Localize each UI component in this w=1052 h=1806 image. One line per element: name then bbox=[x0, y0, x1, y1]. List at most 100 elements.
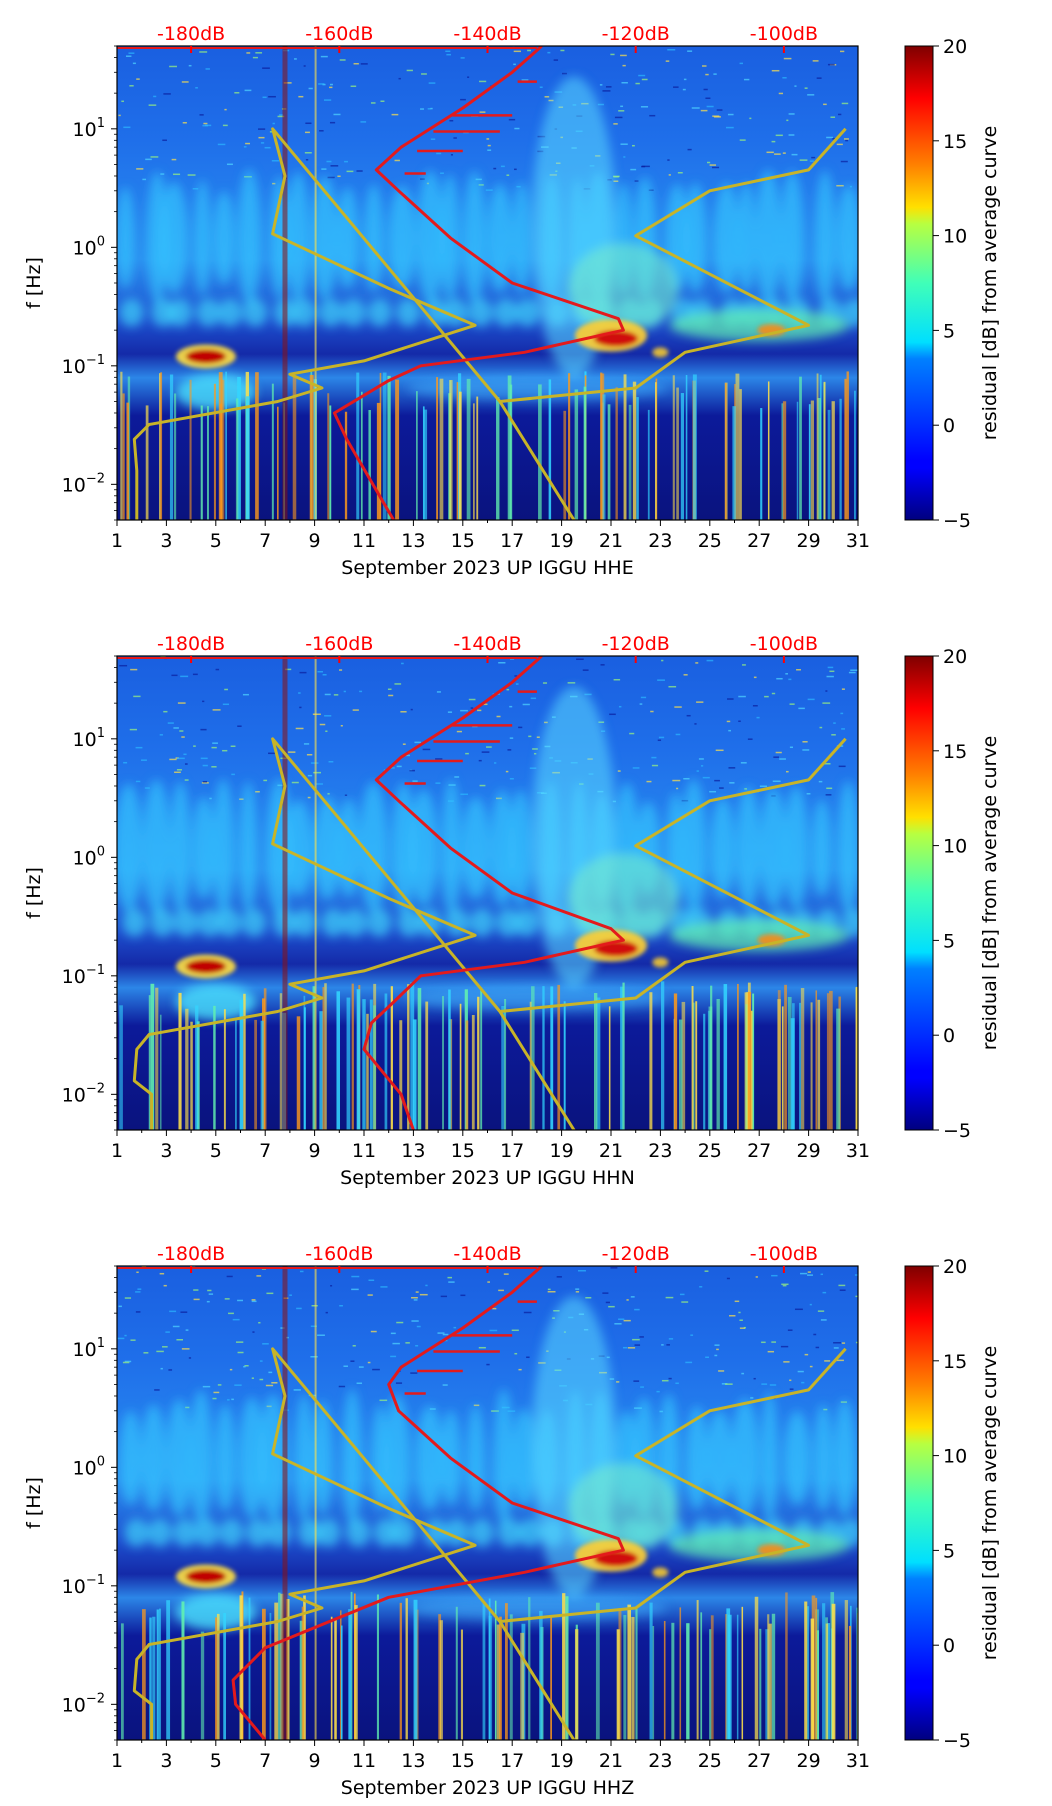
yellow-line bbox=[132, 127, 847, 520]
x-tick-label: 21 bbox=[599, 1750, 623, 1772]
colorbar-tick-label: 20 bbox=[943, 1256, 967, 1278]
x-tick-label: 15 bbox=[451, 530, 475, 552]
x-tick-label: 7 bbox=[259, 1140, 271, 1162]
db-tick-label: -180dB bbox=[157, 1243, 225, 1265]
x-tick-label: 15 bbox=[451, 1140, 475, 1162]
colorbar-tick-label: 5 bbox=[943, 320, 955, 342]
x-tick-label: 7 bbox=[259, 1750, 271, 1772]
y-tick-label: 10−1 bbox=[62, 1573, 105, 1598]
colorbar-tick-label: 0 bbox=[943, 1025, 955, 1047]
colorbar-label: residual [dB] from average curve bbox=[979, 126, 1001, 441]
x-tick-label: 1 bbox=[111, 1140, 123, 1162]
y-axis-label: f [Hz] bbox=[23, 1477, 45, 1529]
x-tick-label: 5 bbox=[210, 530, 222, 552]
yellow-line bbox=[132, 737, 847, 1130]
x-tick-label: 11 bbox=[352, 1140, 376, 1162]
x-tick-label: 13 bbox=[401, 1750, 425, 1772]
x-tick-label: 29 bbox=[797, 530, 821, 552]
x-tick-label: 19 bbox=[550, 530, 574, 552]
x-tick-label: 5 bbox=[210, 1750, 222, 1772]
x-tick-label: 19 bbox=[550, 1750, 574, 1772]
colorbar-tick-label: 5 bbox=[943, 1540, 955, 1562]
colorbar: 20 15 10 5 0 −5 residual [dB] from average cur… bbox=[904, 646, 1001, 1142]
y-tick-label: 10−2 bbox=[62, 1081, 105, 1106]
colorbar-tick-label: −5 bbox=[943, 1730, 971, 1752]
x-tick-label: 21 bbox=[599, 1140, 623, 1162]
y-tick-label: 100 bbox=[73, 844, 105, 869]
colorbar: 20 15 10 5 0 −5 residual [dB] from average cur… bbox=[904, 1256, 1001, 1752]
yellow-line bbox=[132, 1347, 847, 1740]
colorbar-label: residual [dB] from average curve bbox=[979, 1346, 1001, 1661]
y-tick-label: 100 bbox=[73, 234, 105, 259]
db-tick-label: -160dB bbox=[305, 633, 373, 655]
y-tick-label: 101 bbox=[73, 726, 105, 751]
x-tick-label: 7 bbox=[259, 530, 271, 552]
red-line bbox=[362, 656, 625, 1130]
colorbar-label: residual [dB] from average curve bbox=[979, 736, 1001, 1051]
db-tick-label: -160dB bbox=[305, 1243, 373, 1265]
x-axis-label: September 2023 UP IGGU HHE bbox=[341, 557, 633, 579]
colorbar-tick-label: 15 bbox=[943, 1351, 967, 1373]
colorbar-tick-label: 10 bbox=[943, 1446, 967, 1468]
y-tick-label: 101 bbox=[73, 1336, 105, 1361]
x-tick-label: 1 bbox=[111, 1750, 123, 1772]
colorbar: 20 15 10 5 0 −5 residual [dB] from average cur… bbox=[904, 36, 1001, 532]
db-tick-label: -120dB bbox=[602, 633, 670, 655]
x-tick-label: 27 bbox=[747, 1750, 771, 1772]
x-tick-label: 23 bbox=[648, 1140, 672, 1162]
x-tick-label: 23 bbox=[648, 1750, 672, 1772]
x-tick-label: 15 bbox=[451, 1750, 475, 1772]
x-tick-label: 3 bbox=[160, 1140, 172, 1162]
x-tick-label: 17 bbox=[500, 1750, 524, 1772]
colorbar-tick-label: −5 bbox=[943, 510, 971, 532]
db-tick-label: -140dB bbox=[453, 633, 521, 655]
y-axis-label: f [Hz] bbox=[23, 867, 45, 919]
x-tick-label: 25 bbox=[698, 1140, 722, 1162]
x-tick-label: 31 bbox=[846, 1750, 870, 1772]
colorbar-tick-label: 10 bbox=[943, 226, 967, 248]
x-tick-label: 9 bbox=[309, 530, 321, 552]
x-tick-label: 25 bbox=[698, 1750, 722, 1772]
colorbar-tick-label: 15 bbox=[943, 131, 967, 153]
db-tick-label: -180dB bbox=[157, 23, 225, 45]
x-axis-label: September 2023 UP IGGU HHZ bbox=[341, 1777, 634, 1799]
red-line bbox=[332, 46, 625, 520]
colorbar-tick-label: 20 bbox=[943, 36, 967, 58]
x-tick-label: 27 bbox=[747, 530, 771, 552]
red-line bbox=[231, 1266, 625, 1740]
db-tick-label: -140dB bbox=[453, 1243, 521, 1265]
colorbar-tick-label: 15 bbox=[943, 741, 967, 763]
x-tick-label: 29 bbox=[797, 1140, 821, 1162]
x-tick-label: 19 bbox=[550, 1140, 574, 1162]
y-axis-label: f [Hz] bbox=[23, 257, 45, 309]
db-tick-label: -180dB bbox=[157, 633, 225, 655]
x-tick-label: 11 bbox=[352, 1750, 376, 1772]
x-tick-label: 1 bbox=[111, 530, 123, 552]
db-tick-label: -100dB bbox=[750, 1243, 818, 1265]
x-tick-label: 25 bbox=[698, 530, 722, 552]
x-tick-label: 13 bbox=[401, 1140, 425, 1162]
x-tick-label: 9 bbox=[309, 1140, 321, 1162]
colorbar-tick-label: 5 bbox=[943, 930, 955, 952]
y-tick-label: 10−2 bbox=[62, 1691, 105, 1716]
y-tick-label: 10−1 bbox=[62, 963, 105, 988]
x-tick-label: 17 bbox=[500, 530, 524, 552]
y-tick-label: 10−1 bbox=[62, 353, 105, 378]
x-tick-label: 11 bbox=[352, 530, 376, 552]
colorbar-tick-label: 0 bbox=[943, 1635, 955, 1657]
x-tick-label: 31 bbox=[846, 1140, 870, 1162]
db-tick-label: -120dB bbox=[602, 1243, 670, 1265]
db-tick-label: -120dB bbox=[602, 23, 670, 45]
colorbar-tick-label: 10 bbox=[943, 836, 967, 858]
x-tick-label: 29 bbox=[797, 1750, 821, 1772]
db-tick-label: -140dB bbox=[453, 23, 521, 45]
y-tick-label: 100 bbox=[73, 1454, 105, 1479]
db-tick-label: -160dB bbox=[305, 23, 373, 45]
colorbar-tick-label: 20 bbox=[943, 646, 967, 668]
x-tick-label: 17 bbox=[500, 1140, 524, 1162]
x-tick-label: 3 bbox=[160, 1750, 172, 1772]
